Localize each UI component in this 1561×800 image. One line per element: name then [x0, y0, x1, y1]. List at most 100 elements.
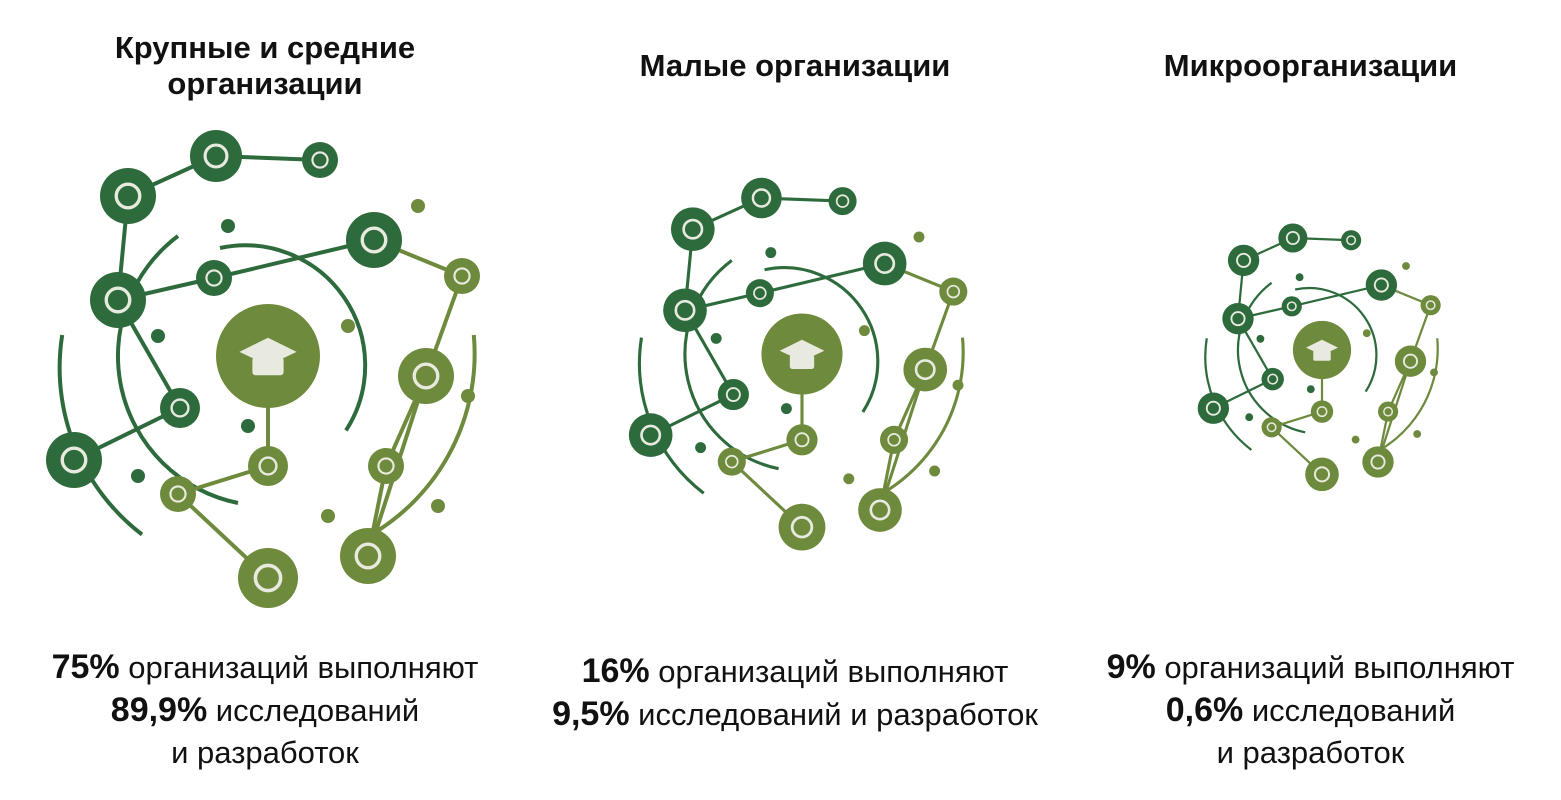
flask-icon: [717, 378, 749, 411]
rd-percent: 9,5%: [552, 695, 630, 733]
orbit-line: [764, 266, 880, 413]
connector-dot: [929, 465, 941, 477]
orgs-text: организаций выполняют: [1155, 650, 1515, 685]
beaker-glyph: [354, 542, 382, 570]
orgs-percent: 16%: [581, 652, 650, 690]
test-tube-glyph: [60, 446, 88, 474]
connector-dot: [241, 419, 255, 433]
molecule-glyph: [753, 286, 767, 300]
graduation-cap-base: [789, 354, 815, 370]
beaker-glyph: [1370, 454, 1386, 470]
flower-icon: [1378, 401, 1399, 422]
connector-dot: [1430, 368, 1438, 377]
microscope-icon: [100, 168, 156, 224]
glasses-glyph: [412, 362, 440, 390]
molecule-icon: [786, 424, 818, 456]
molecule-glyph: [835, 194, 850, 208]
column-title: Малые организации: [639, 48, 951, 83]
pencil-icon: [238, 548, 298, 608]
orgs-percent: 9%: [1106, 648, 1156, 686]
flask-icon: [1261, 367, 1284, 391]
pencil-glyph: [790, 515, 814, 539]
protractor-glyph: [169, 485, 187, 503]
rd-percent: 89,9%: [110, 691, 208, 729]
glasses-icon: [903, 347, 948, 392]
molecule-icon: [828, 187, 857, 216]
rd-text-line2: и разработок: [1216, 735, 1405, 770]
connector-dot: [151, 329, 165, 343]
column-caption: 16% организаций выполняют 9,5% исследова…: [530, 648, 1060, 738]
connector-dot: [221, 219, 235, 233]
orbit-line: [1294, 286, 1378, 393]
molecule-glyph: [205, 269, 223, 287]
calculator-icon: [1278, 223, 1308, 253]
flower-icon: [880, 425, 909, 454]
connector-dot: [411, 199, 425, 213]
calculator-glyph: [203, 143, 229, 169]
research-network-diagram: [628, 177, 968, 551]
brain-icon: [1365, 269, 1398, 301]
orgs-text: организаций выполняют: [119, 650, 479, 685]
brain-icon: [346, 212, 402, 268]
molecule-glyph: [794, 432, 810, 448]
atom-icon: [1222, 302, 1254, 335]
connector-dot: [131, 469, 145, 483]
orgs-percent: 75%: [51, 648, 120, 686]
column-caption: 75% организаций выполняют 89,9% исследов…: [0, 644, 530, 776]
compass-icon: [1420, 295, 1441, 316]
atom-glyph: [674, 299, 696, 321]
beaker-icon: [1362, 446, 1394, 478]
beaker-icon: [858, 488, 902, 532]
connector-dot: [695, 442, 707, 454]
pencil-glyph: [253, 563, 283, 593]
connector-dot: [780, 403, 792, 415]
molecule-glyph: [311, 151, 329, 169]
flower-glyph: [1383, 406, 1394, 417]
calculator-icon: [190, 130, 242, 182]
beaker-glyph: [869, 499, 891, 521]
microscope-glyph: [1236, 252, 1252, 268]
connector-dot: [710, 332, 722, 344]
brain-glyph: [874, 253, 896, 275]
flower-glyph: [377, 457, 395, 475]
atom-glyph: [104, 286, 132, 314]
microscope-icon: [1227, 244, 1260, 277]
molecule-glyph: [1316, 406, 1328, 418]
connector-dot: [1413, 430, 1422, 438]
connector-dot: [1256, 334, 1265, 343]
orbit-line: [219, 243, 368, 432]
atom-icon: [90, 272, 146, 328]
connector-dot: [858, 325, 870, 337]
protractor-icon: [160, 476, 196, 512]
flask-glyph: [725, 387, 741, 403]
connector-dot: [341, 319, 355, 333]
molecule-icon: [248, 446, 288, 486]
connector-dot: [765, 247, 777, 259]
connector-dot: [1295, 273, 1304, 282]
compass-icon: [939, 277, 968, 306]
glasses-glyph: [914, 359, 936, 381]
column-small: Малые организации 16% организаций выполн…: [530, 0, 1060, 800]
connector-dot: [1245, 413, 1254, 422]
calculator-glyph: [1285, 231, 1300, 245]
compass-glyph: [453, 267, 471, 285]
rd-percent: 0,6%: [1165, 691, 1244, 729]
molecule-icon: [1310, 400, 1334, 423]
research-network-diagram: [1197, 223, 1441, 492]
connector-dot: [1402, 262, 1410, 270]
glasses-icon: [1394, 345, 1427, 377]
compass-glyph: [946, 284, 961, 299]
test-tube-glyph: [640, 424, 662, 446]
calculator-icon: [741, 177, 782, 219]
connector-dot: [431, 499, 445, 513]
connector-dot: [843, 473, 855, 485]
column-caption: 9% организаций выполняют 0,6% исследован…: [1060, 644, 1561, 776]
brain-icon: [862, 241, 907, 286]
brain-glyph: [1373, 277, 1389, 293]
microscope-icon: [670, 207, 715, 252]
connector-dot: [913, 231, 925, 243]
calculator-glyph: [751, 188, 772, 208]
connector-dot: [461, 389, 475, 403]
rd-text: исследований: [1243, 693, 1456, 728]
molecule-icon: [196, 260, 232, 296]
